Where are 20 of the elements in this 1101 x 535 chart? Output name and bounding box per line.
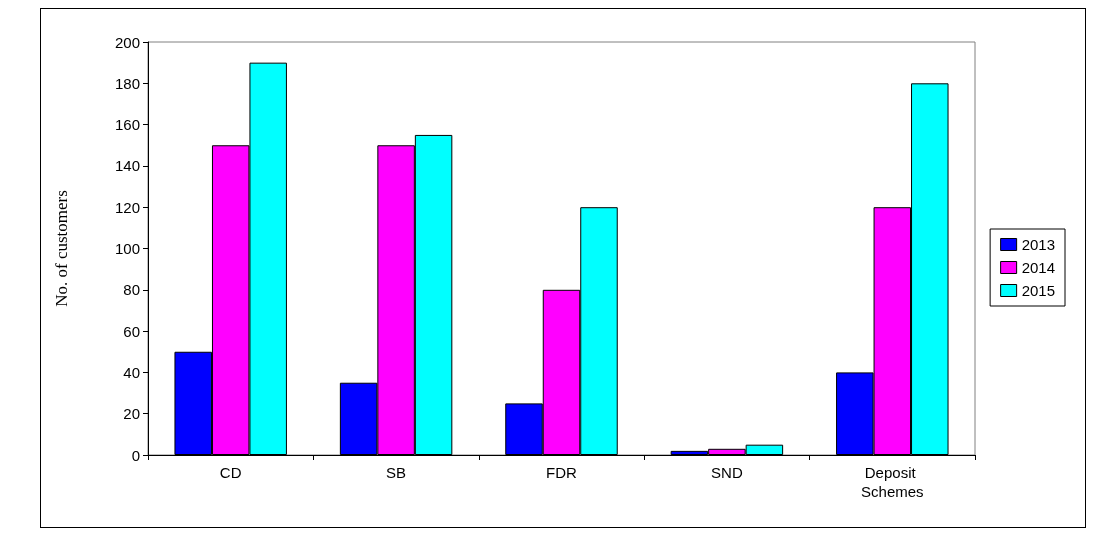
y-tick-label: 40 (123, 363, 140, 381)
x-tick-label: Deposit Schemes (861, 464, 924, 500)
y-tick-label: 80 (123, 281, 140, 299)
y-tick-label: 180 (114, 74, 140, 92)
x-tick-label: SB (386, 464, 407, 481)
y-tick-label: 60 (123, 322, 140, 340)
legend-label: 2014 (1021, 259, 1056, 276)
y-tick-label: 140 (114, 157, 140, 175)
y-axis-title: No. of customers (52, 190, 71, 307)
y-tick-label: 20 (123, 405, 140, 423)
y-tick-label: 200 (114, 33, 140, 51)
x-tick-label: FDR (546, 464, 578, 481)
y-tick-label: 0 (131, 446, 140, 464)
x-tick-label: SND (711, 464, 743, 481)
y-tick-label: 120 (114, 198, 140, 216)
legend-label: 2015 (1021, 282, 1056, 299)
legend-label: 2013 (1021, 236, 1056, 253)
x-tick-label: CD (219, 464, 242, 481)
y-tick-label: 160 (114, 116, 140, 134)
y-tick-label: 100 (114, 240, 140, 257)
